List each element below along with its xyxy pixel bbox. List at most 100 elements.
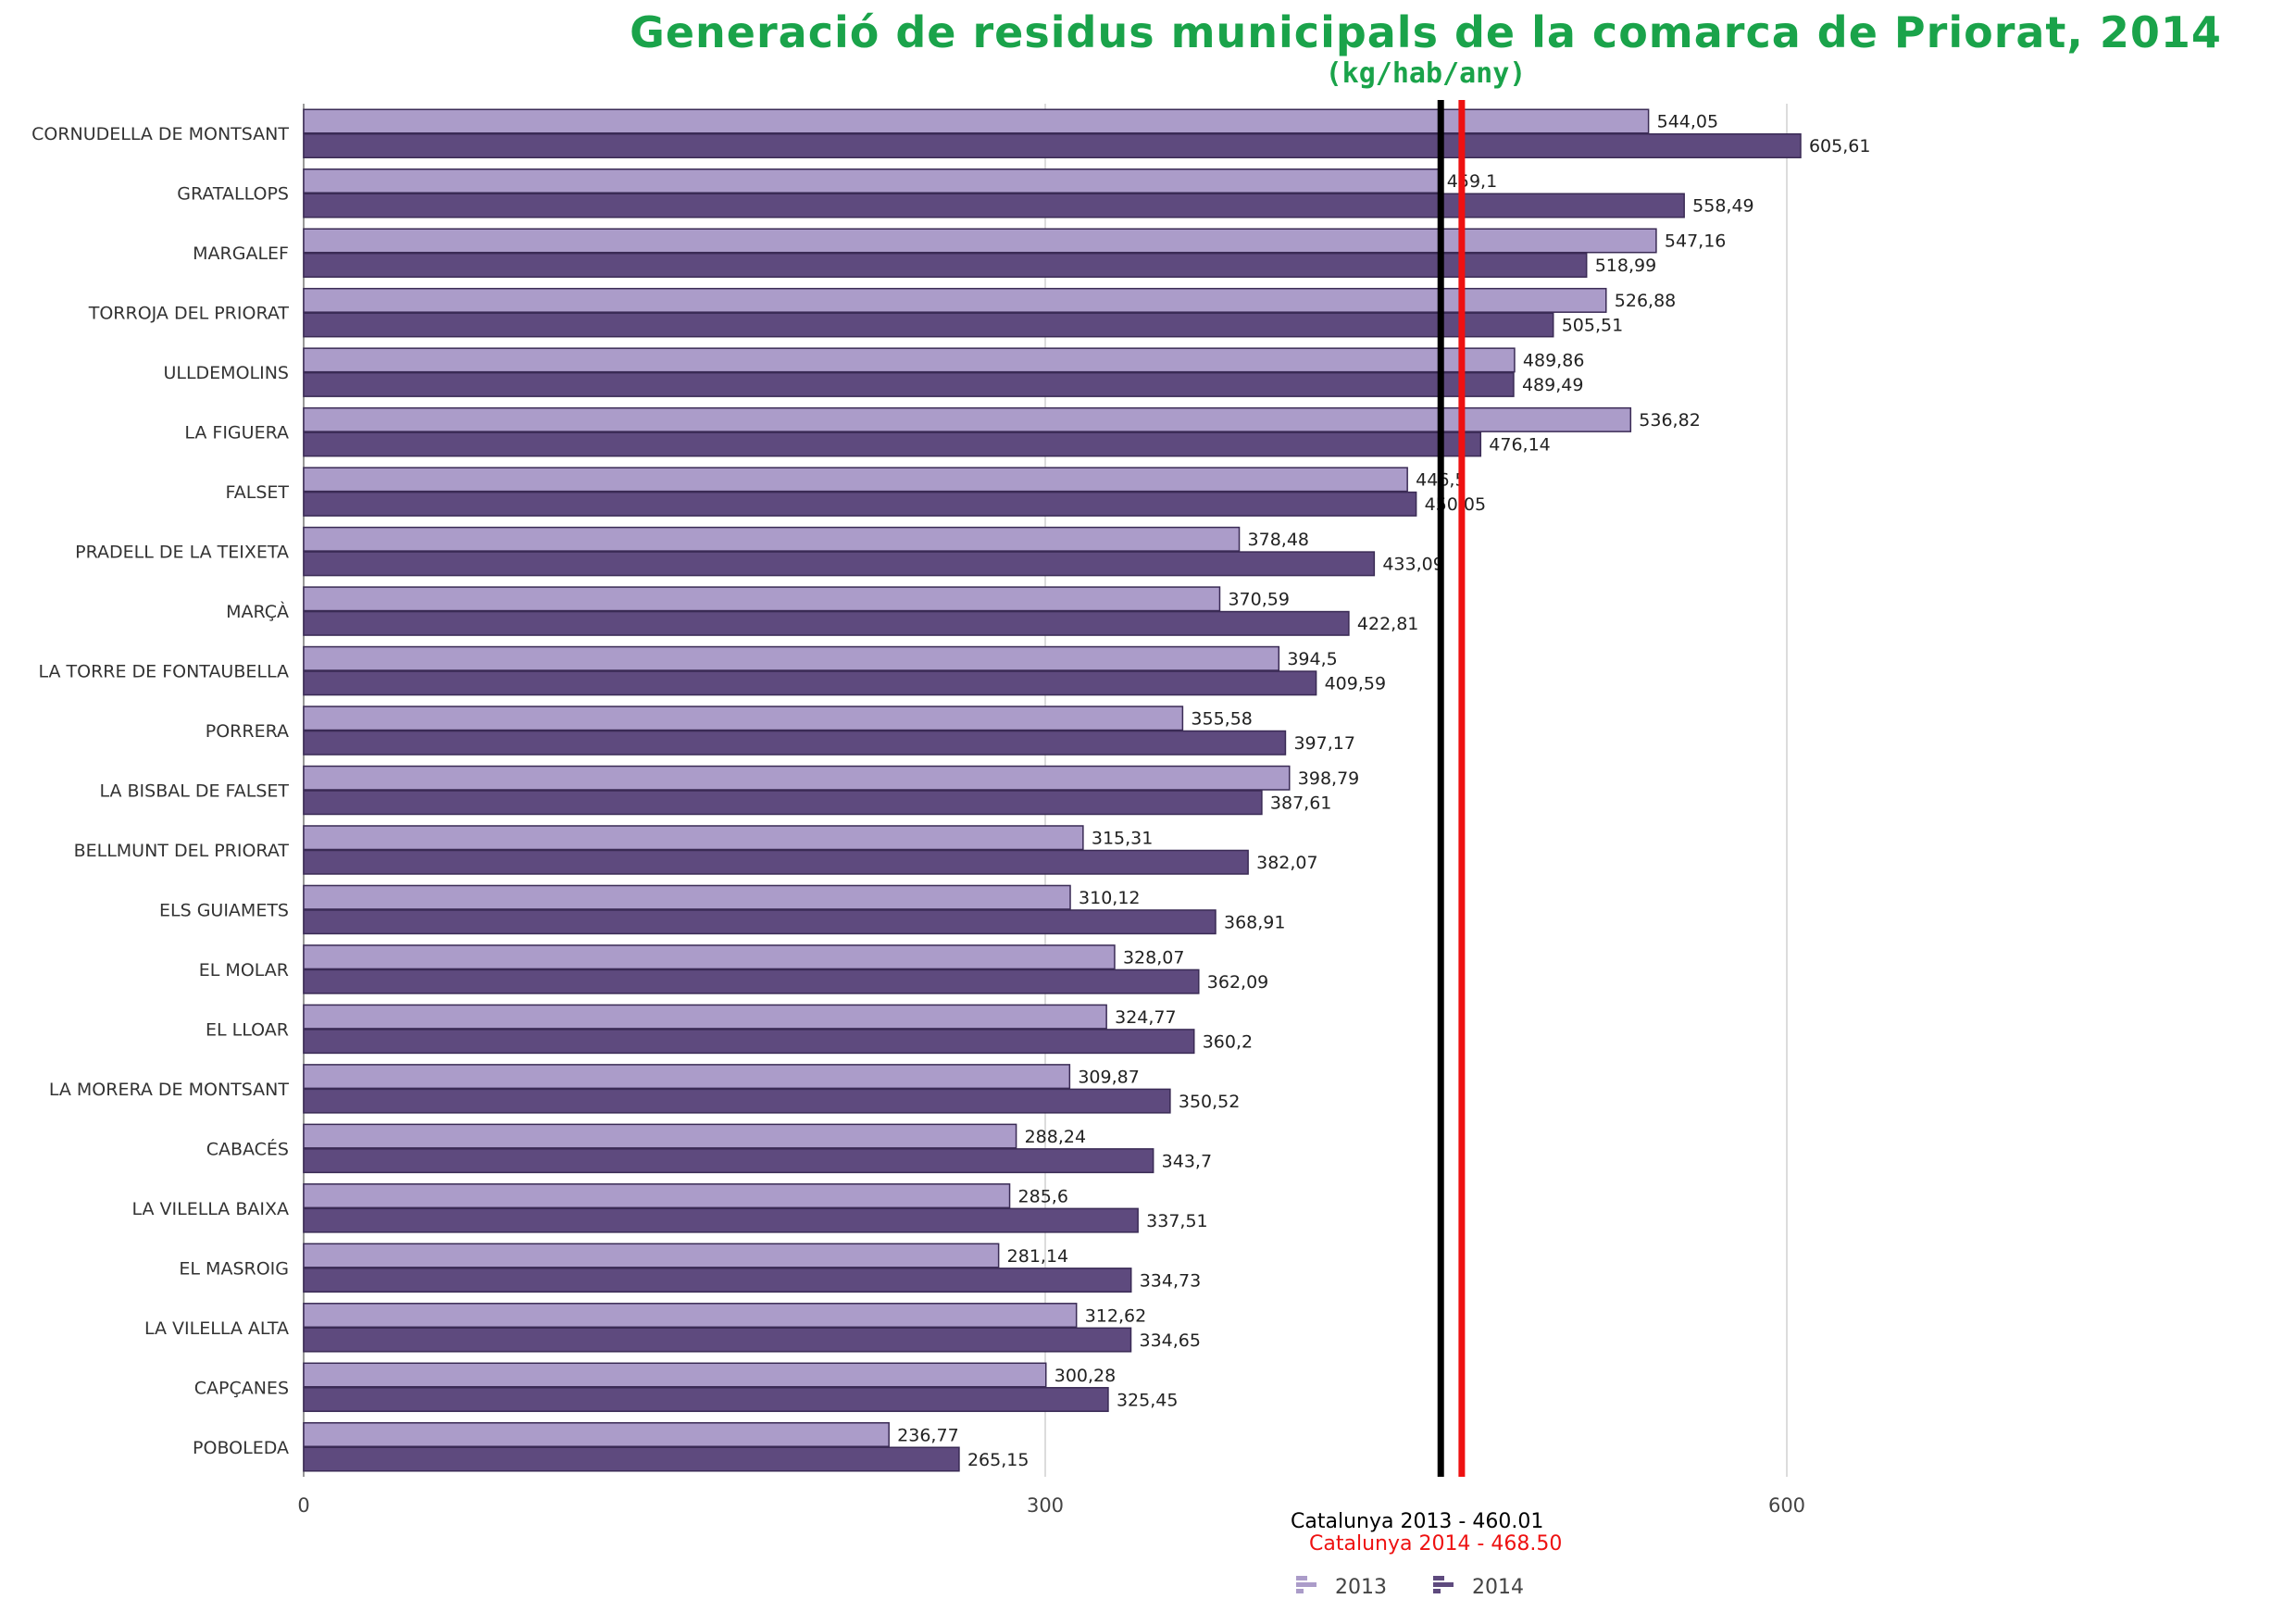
category-label: PORRERA xyxy=(206,721,289,742)
bar-2014 xyxy=(303,730,1287,756)
legend-swatch-2013 xyxy=(1296,1582,1316,1587)
bar-2013 xyxy=(303,1243,1000,1268)
bar-2014 xyxy=(303,132,1802,158)
bar-2013 xyxy=(303,526,1241,552)
data-label-2013: 544,05 xyxy=(1657,112,1718,132)
bar-2013 xyxy=(303,347,1516,373)
reference-label-2013: Catalunya 2013 - 460.01 xyxy=(1291,1510,1543,1533)
legend-label-2013: 2013 xyxy=(1335,1576,1387,1599)
category-label: LA TORRE DE FONTAUBELLA xyxy=(38,662,289,682)
category-label: ULLDEMOLINS xyxy=(163,363,289,383)
data-label-2014: 368,91 xyxy=(1224,912,1285,932)
bar-2013 xyxy=(303,1004,1107,1030)
bar-2013 xyxy=(303,406,1632,432)
category-label: LA MORERA DE MONTSANT xyxy=(49,1080,290,1100)
bar-2014 xyxy=(303,849,1249,875)
data-label-2014: 409,59 xyxy=(1325,674,1386,694)
category-label: MARGALEF xyxy=(193,244,289,264)
bar-2013 xyxy=(303,1064,1071,1090)
bar-2013 xyxy=(303,287,1607,313)
data-label-2013: 398,79 xyxy=(1298,768,1359,789)
bar-2014 xyxy=(303,1327,1132,1353)
data-label-2014: 422,81 xyxy=(1357,614,1418,634)
legend-swatch-2013 xyxy=(1296,1589,1304,1593)
data-label-2014: 382,07 xyxy=(1256,853,1317,873)
category-label: FALSET xyxy=(226,482,290,503)
x-tick-label: 600 xyxy=(1768,1494,1805,1517)
category-label: EL LLOAR xyxy=(206,1019,289,1040)
data-label-2013: 355,58 xyxy=(1191,709,1252,730)
category-label: POBOLEDA xyxy=(193,1438,289,1458)
data-label-2013: 288,24 xyxy=(1025,1127,1086,1147)
bar-2013 xyxy=(303,1183,1011,1209)
data-label-2014: 387,61 xyxy=(1270,793,1331,814)
data-label-2013: 312,62 xyxy=(1085,1305,1146,1326)
category-label: LA FIGUERA xyxy=(184,423,289,443)
bar-2013 xyxy=(303,108,1650,134)
data-label-2014: 350,52 xyxy=(1179,1092,1240,1112)
data-label-2013: 489,86 xyxy=(1523,351,1584,371)
data-label-2013: 459,1 xyxy=(1447,171,1497,192)
reference-label-2014: Catalunya 2014 - 468.50 xyxy=(1309,1532,1562,1555)
data-label-2014: 505,51 xyxy=(1562,316,1623,336)
bar-2013 xyxy=(303,467,1408,493)
data-label-2014: 337,51 xyxy=(1146,1211,1207,1231)
category-label: BELLMUNT DEL PRIORAT xyxy=(74,841,290,861)
category-label: ELS GUIAMETS xyxy=(159,900,289,920)
bar-2014 xyxy=(303,431,1482,457)
bar-2014 xyxy=(303,1387,1109,1413)
category-label: TORROJA DEL PRIORAT xyxy=(88,304,290,324)
bar-2014 xyxy=(303,1268,1132,1293)
bar-2014 xyxy=(303,790,1263,816)
data-label-2014: 334,73 xyxy=(1140,1270,1201,1291)
bar-2013 xyxy=(303,1362,1047,1388)
data-label-2013: 370,59 xyxy=(1228,590,1289,610)
bar-2013 xyxy=(303,706,1184,731)
bar-2014 xyxy=(303,1446,960,1472)
legend-swatch-2014 xyxy=(1433,1576,1444,1580)
bar-2014 xyxy=(303,968,1200,994)
data-label-2013: 324,77 xyxy=(1115,1007,1176,1028)
data-label-2014: 489,49 xyxy=(1522,375,1583,395)
data-label-2013: 536,82 xyxy=(1639,410,1700,431)
category-label: CORNUDELLA DE MONTSANT xyxy=(31,124,289,144)
bar-2014 xyxy=(303,551,1376,577)
bar-2014 xyxy=(303,252,1588,278)
category-label: GRATALLOPS xyxy=(177,184,289,205)
bar-2014 xyxy=(303,610,1350,636)
bar-2014 xyxy=(303,670,1317,696)
data-label-2013: 378,48 xyxy=(1248,530,1309,550)
data-label-2013: 281,14 xyxy=(1007,1246,1068,1267)
category-label: LA BISBAL DE FALSET xyxy=(99,781,289,802)
data-label-2014: 558,49 xyxy=(1692,196,1753,217)
category-label: EL MASROIG xyxy=(179,1258,289,1279)
chart-subtitle: (kg/hab/any) xyxy=(1325,57,1527,90)
bar-2013 xyxy=(303,944,1116,970)
data-label-2013: 526,88 xyxy=(1615,291,1676,311)
data-label-2013: 310,12 xyxy=(1079,888,1140,908)
bar-2014 xyxy=(303,312,1554,338)
bar-2014 xyxy=(303,1029,1195,1055)
data-label-2014: 450,05 xyxy=(1425,494,1486,515)
bar-2013 xyxy=(303,1422,890,1448)
data-label-2014: 433,09 xyxy=(1382,555,1443,575)
x-tick-label: 0 xyxy=(297,1494,309,1517)
bar-2013 xyxy=(303,825,1084,851)
data-label-2014: 325,45 xyxy=(1117,1390,1178,1410)
legend-swatch-2014 xyxy=(1433,1589,1441,1593)
bar-2013 xyxy=(303,645,1280,671)
bar-2013 xyxy=(303,765,1291,791)
legend-label-2014: 2014 xyxy=(1472,1576,1524,1599)
category-label: LA VILELLA BAIXA xyxy=(131,1199,289,1219)
bar-2014 xyxy=(303,371,1515,397)
data-label-2014: 605,61 xyxy=(1809,136,1870,156)
category-label: MARÇÀ xyxy=(226,601,289,622)
data-label-2014: 334,65 xyxy=(1140,1330,1201,1351)
data-label-2013: 236,77 xyxy=(897,1425,958,1445)
data-label-2013: 394,5 xyxy=(1287,649,1337,669)
bar-2013 xyxy=(303,1303,1078,1329)
data-label-2013: 300,28 xyxy=(1054,1366,1116,1386)
data-label-2013: 309,87 xyxy=(1078,1067,1139,1087)
